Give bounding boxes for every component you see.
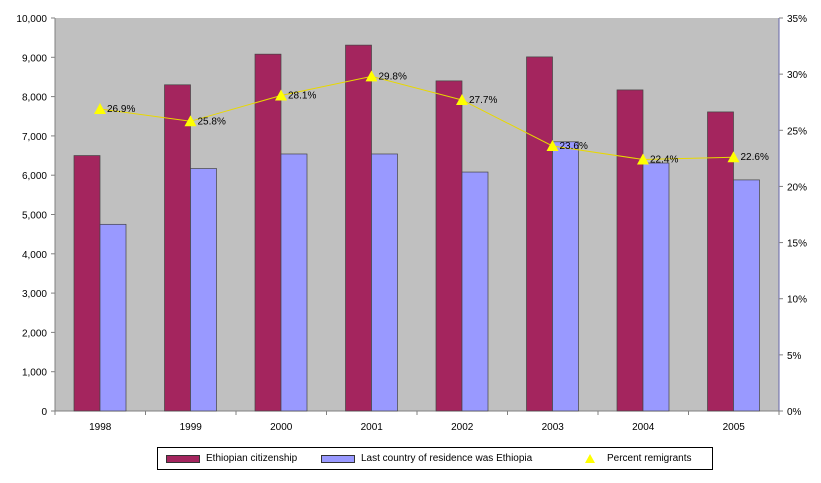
residence-bar xyxy=(552,141,579,412)
residence-bar xyxy=(461,171,489,412)
y2-tick-label: 5% xyxy=(787,351,802,362)
legend: Ethiopian citizenship Last country of re… xyxy=(157,447,713,470)
percent-marker xyxy=(637,153,649,165)
y-tick-label: 5,000 xyxy=(22,211,47,222)
y2-tick-label: 30% xyxy=(787,70,807,81)
citizenship-bar xyxy=(435,80,463,412)
x-tick-label: 2003 xyxy=(542,422,565,433)
y-tick-label: 0 xyxy=(41,407,47,418)
y2-tick-label: 35% xyxy=(787,14,807,25)
percent-data-label: 23.6% xyxy=(560,141,588,152)
percent-marker xyxy=(365,70,378,82)
percent-marker xyxy=(456,93,468,105)
citizenship-bar xyxy=(345,44,372,412)
y2-tick-label: 20% xyxy=(787,182,807,193)
percent-marker xyxy=(275,89,287,101)
percent-data-label: 26.9% xyxy=(107,104,135,115)
x-tick-label: 2002 xyxy=(451,422,474,433)
legend-label: Percent remigrants xyxy=(607,453,692,464)
legend-item-percent: Percent remigrants xyxy=(573,453,691,464)
citizenship-bar xyxy=(164,84,191,412)
residence-bar xyxy=(733,179,760,412)
citizenship-bar xyxy=(526,56,553,412)
percent-marker xyxy=(94,102,106,114)
y-tick-label: 3,000 xyxy=(22,289,47,300)
percent-data-label: 28.1% xyxy=(288,90,316,101)
y-tick-label: 1,000 xyxy=(22,368,47,379)
percent-data-label: 29.8% xyxy=(379,71,407,82)
x-tick-label: 2004 xyxy=(632,422,655,433)
residence-bar xyxy=(190,168,217,412)
residence-bar xyxy=(642,162,670,412)
percent-data-label: 22.6% xyxy=(741,152,769,163)
x-tick-label: 1998 xyxy=(89,422,112,433)
percent-data-label: 27.7% xyxy=(469,95,497,106)
y-tick-label: 8,000 xyxy=(22,93,47,104)
y-tick-label: 10,000 xyxy=(16,14,47,25)
x-tick-label: 2001 xyxy=(361,422,384,433)
citizenship-bar xyxy=(254,53,282,412)
chart-plot: 0 1,000 2,000 3,000 4,000 5,000 6,000 7,000 8,00… xyxy=(16,14,807,433)
residence-bar xyxy=(280,153,308,412)
legend-swatch xyxy=(321,454,355,463)
legend-swatch xyxy=(166,454,200,463)
citizenship-bar xyxy=(73,155,101,412)
residence-bar xyxy=(99,223,127,412)
percent-marker xyxy=(727,151,740,163)
y-tick-label: 9,000 xyxy=(22,53,47,64)
residence-bar xyxy=(371,153,398,412)
legend-label: Ethiopian citizenship xyxy=(206,453,298,464)
y-tick-label: 4,000 xyxy=(22,250,47,261)
citizenship-bar xyxy=(616,89,644,412)
x-tick-label: 1999 xyxy=(180,422,203,433)
y2-tick-label: 0% xyxy=(787,407,802,418)
citizenship-bar xyxy=(707,111,734,412)
y-tick-label: 2,000 xyxy=(22,328,47,339)
x-tick-label: 2005 xyxy=(723,422,746,433)
y-tick-label: 7,000 xyxy=(22,132,47,143)
legend-item-citizenship: Ethiopian citizenship xyxy=(166,453,297,464)
y2-tick-label: 25% xyxy=(787,126,807,137)
legend-label: Last country of residence was Ethiopia xyxy=(361,453,533,464)
y2-tick-label: 10% xyxy=(787,295,807,306)
y-tick-label: 6,000 xyxy=(22,171,47,182)
triangle-marker-icon xyxy=(585,454,595,463)
percent-marker xyxy=(546,140,559,152)
x-tick-label: 2000 xyxy=(270,422,293,433)
plot-area xyxy=(55,18,779,411)
percent-data-label: 22.4% xyxy=(650,154,678,165)
legend-item-residence: Last country of residence was Ethiopia xyxy=(321,453,532,464)
percent-line xyxy=(99,75,734,160)
percent-marker xyxy=(184,115,197,127)
percent-data-label: 25.8% xyxy=(198,116,226,127)
y2-tick-label: 15% xyxy=(787,239,807,250)
